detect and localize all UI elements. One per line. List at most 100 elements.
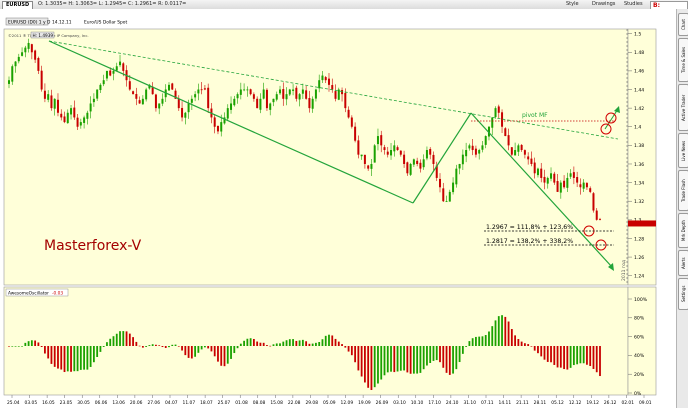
- candle-body: [298, 94, 301, 100]
- chart-area[interactable]: EURUSD (D0) 1 y D 14.12.11 Euro/US Dolla…: [0, 9, 676, 408]
- candle-body: [177, 98, 180, 109]
- candle-body: [200, 89, 203, 91]
- oscillator-bar: [266, 345, 268, 346]
- oscillator-bar: [461, 346, 464, 354]
- oscillator-bar: [380, 346, 383, 380]
- oscillator-bar: [213, 346, 216, 357]
- oscillator-bar: [256, 341, 259, 346]
- oscillator-bar: [243, 340, 245, 346]
- candle-body: [135, 94, 138, 99]
- candle-body: [105, 70, 108, 79]
- fib-level-1-label: 1.2967 = 111,8% + 123,6%: [486, 224, 573, 231]
- oscillator-bar: [272, 344, 275, 346]
- drawings-menu-button[interactable]: Drawings: [592, 1, 616, 7]
- time-tick-label: 05.09: [323, 400, 336, 406]
- candle-body: [305, 90, 308, 99]
- side-tab-live-news[interactable]: Live News: [678, 133, 688, 168]
- chart-date-label: 14.12.11: [52, 20, 72, 26]
- candle-body: [262, 89, 265, 99]
- price-axis-bg: [627, 28, 657, 286]
- trend-line-down-2[interactable]: [470, 112, 613, 268]
- oscillator-bar: [589, 346, 592, 367]
- trend-line-up[interactable]: [412, 112, 472, 204]
- candle-body: [34, 50, 37, 60]
- time-tick-label: 24.10: [446, 400, 459, 406]
- oscillator-bar: [537, 346, 539, 354]
- candle-body: [589, 188, 592, 192]
- style-menu-button[interactable]: Style: [566, 1, 579, 7]
- oscillator-bar: [269, 345, 272, 347]
- candle-body: [239, 89, 242, 95]
- oscillator-bar: [89, 346, 92, 367]
- oscillator-bar: [44, 346, 46, 354]
- oscillator-bar: [57, 346, 59, 369]
- time-tick-label: 09.01: [639, 400, 652, 406]
- candle-body: [30, 44, 33, 53]
- candle-body: [63, 116, 66, 123]
- dashed-resistance-line[interactable]: [48, 40, 619, 140]
- side-tab-time-sales[interactable]: Time & Sales: [678, 38, 688, 82]
- oscillator-bar: [102, 346, 105, 347]
- target-circle-upper-2[interactable]: [600, 123, 612, 135]
- candle-body: [540, 168, 543, 178]
- oscillator-bar: [138, 345, 141, 347]
- time-tick-label: 22.08: [288, 400, 301, 406]
- oscillator-bar: [66, 346, 69, 372]
- oscillator-bar: [298, 340, 301, 346]
- candle-body: [380, 135, 383, 146]
- oscillator-bar: [295, 340, 298, 346]
- chart-symbol-tag[interactable]: [5, 17, 49, 26]
- side-tab-alerts[interactable]: Alerts: [678, 250, 688, 276]
- oscillator-bar: [328, 334, 330, 346]
- candle-body: [448, 191, 451, 202]
- oscillator-bar: [488, 331, 490, 346]
- candle-body: [14, 61, 17, 67]
- oscillator-bar: [249, 338, 252, 346]
- candle-body: [536, 168, 539, 176]
- price-tick-label: 1.38: [634, 143, 644, 149]
- candle-body: [497, 106, 500, 113]
- trend-lines[interactable]: [48, 40, 620, 271]
- oscillator-bar: [517, 339, 520, 346]
- candle-body: [79, 122, 82, 126]
- target-circle-upper-1[interactable]: [605, 112, 617, 124]
- side-tab-trade-flash[interactable]: Trade Flash: [678, 170, 688, 211]
- oscillator-bar: [399, 346, 402, 371]
- candle-body: [487, 126, 490, 137]
- oscillator-axis-bg: [627, 286, 657, 396]
- chart-svg[interactable]: EURUSD (D0) 1 y D 14.12.11 Euro/US Dolla…: [0, 9, 676, 408]
- candle-body: [252, 94, 255, 99]
- oscillator-bar: [347, 346, 350, 352]
- trend-projection-up[interactable]: [604, 108, 619, 130]
- last-price-axis-marker: [628, 220, 656, 227]
- oscillator-bar: [141, 346, 144, 348]
- candle-body: [141, 98, 144, 105]
- oscillator-bar: [155, 344, 157, 346]
- oscillator-bar: [125, 331, 128, 346]
- oscillator-tag: [5, 288, 69, 297]
- oscillator-bar: [305, 341, 308, 346]
- price-panel-bg: [3, 28, 629, 286]
- oscillator-bar: [112, 336, 115, 346]
- side-tab-mrk-depth[interactable]: Mrk Depth: [678, 213, 688, 248]
- candle-body: [579, 184, 582, 188]
- candle-body: [226, 108, 229, 119]
- year-marker-label: 2011 год: [621, 260, 627, 281]
- masterforex-watermark: Masterforex-V: [44, 238, 142, 254]
- time-tick-label: 03.10: [393, 400, 406, 406]
- candle-body: [527, 156, 530, 160]
- studies-menu-button[interactable]: Studies: [624, 1, 643, 7]
- candle-body: [452, 182, 455, 193]
- osc-tick-label: 60%: [634, 334, 645, 340]
- side-tab-settings[interactable]: Settings: [678, 278, 688, 310]
- candle-body: [154, 94, 157, 109]
- oscillator-bar: [445, 346, 448, 373]
- side-tab-active-trader[interactable]: Active Trader: [678, 84, 688, 131]
- oscillator-bar: [334, 338, 337, 346]
- candle-body: [530, 158, 533, 164]
- trend-line-down-1[interactable]: [48, 40, 414, 204]
- side-tab-chart[interactable]: Chart: [678, 13, 688, 36]
- candle-body: [344, 92, 347, 109]
- oscillator-name: AwesomeOscillator: [8, 291, 49, 297]
- oscillator-bar: [514, 335, 517, 346]
